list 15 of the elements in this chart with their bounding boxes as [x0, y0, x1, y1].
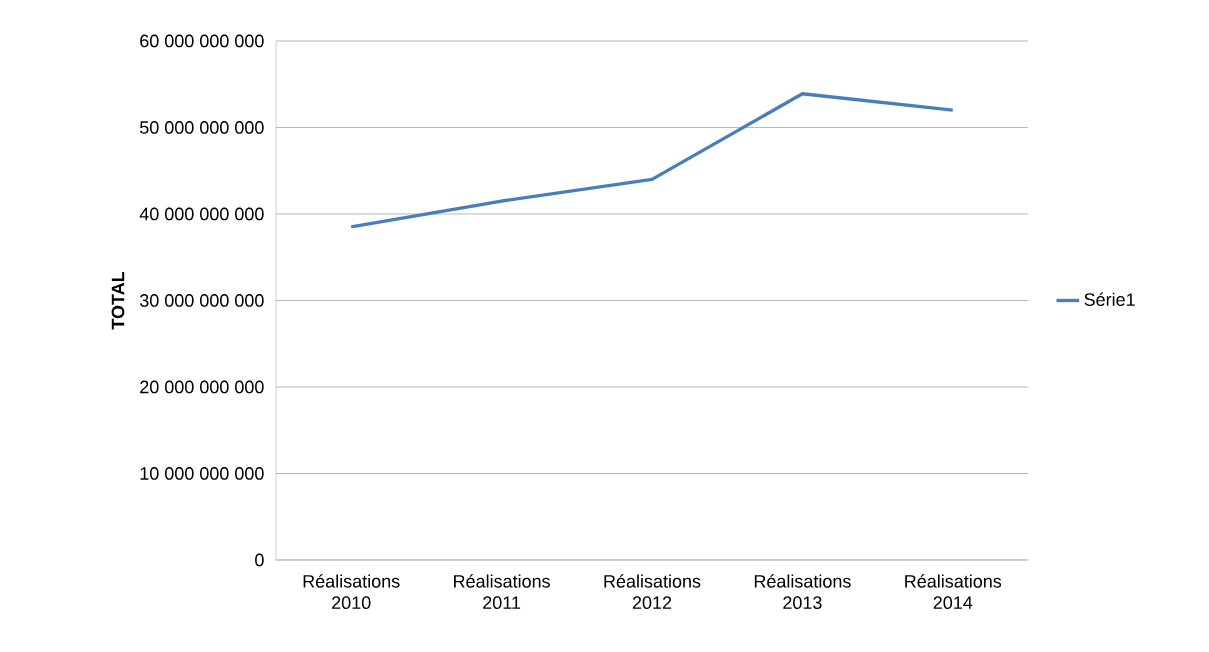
x-tick-label: Réalisations 2010: [303, 574, 400, 610]
y-axis-title: TOTAL: [111, 271, 125, 330]
legend-label: Série1: [1084, 292, 1135, 306]
y-tick-label: 30 000 000 000: [139, 294, 264, 307]
y-tick-label: 40 000 000 000: [139, 207, 264, 221]
x-tick-label: Réalisations 2013: [754, 574, 851, 610]
y-tick-label: 20 000 000 000: [140, 380, 264, 394]
y-tick-label: 10 000 000 000: [140, 467, 264, 480]
y-tick-label: 50 000 000 000: [140, 121, 264, 134]
line-series: [349, 92, 955, 229]
x-tick-label: Réalisations 2011: [454, 574, 550, 610]
x-tick-label: Réalisations 2014: [905, 574, 1002, 610]
y-tick-label: 0: [255, 553, 264, 567]
y-tick-label: 60 000 000 000: [140, 34, 264, 48]
x-tick-label: Réalisations 2012: [604, 574, 701, 610]
